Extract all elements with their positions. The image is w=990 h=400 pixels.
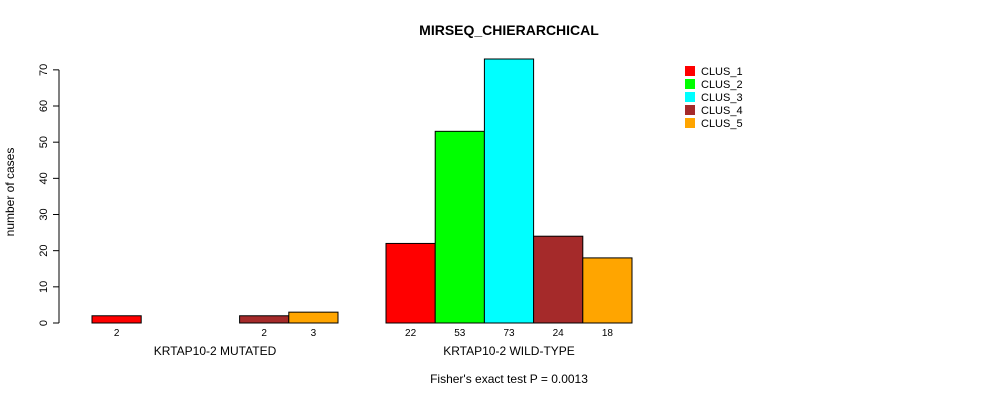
bar-value-label: 73 bbox=[503, 328, 515, 339]
y-tick-label: 70 bbox=[38, 64, 50, 76]
legend-swatch bbox=[685, 79, 695, 89]
bar-clus-1-group-1 bbox=[91, 315, 142, 324]
legend-label: CLUS_4 bbox=[701, 105, 743, 117]
y-tick-label: 20 bbox=[38, 245, 50, 257]
legend-swatch bbox=[685, 66, 695, 76]
bar-value-label: 3 bbox=[311, 328, 317, 339]
fisher-test-footnote: Fisher's exact test P = 0.0013 bbox=[430, 372, 588, 386]
y-tick-label: 60 bbox=[38, 100, 50, 112]
legend-swatch bbox=[685, 92, 695, 102]
legend-label: CLUS_2 bbox=[701, 79, 743, 91]
bar-clus-2-group-2 bbox=[434, 130, 485, 324]
bar-clus-4-group-2 bbox=[533, 235, 584, 324]
bar-clus-5-group-1 bbox=[288, 311, 339, 324]
chart-title: MIRSEQ_CHIERARCHICAL bbox=[419, 22, 599, 38]
legend-label: CLUS_5 bbox=[701, 118, 743, 130]
bar-clus-3-group-2 bbox=[483, 58, 535, 324]
y-tick-label: 10 bbox=[38, 281, 50, 293]
legend-label: CLUS_1 bbox=[701, 66, 743, 78]
bar-value-label: 24 bbox=[553, 328, 565, 339]
bar-clus-4-group-1 bbox=[239, 315, 290, 324]
bar-value-label: 18 bbox=[602, 328, 614, 339]
group-label: KRTAP10-2 WILD-TYPE bbox=[443, 344, 575, 358]
y-axis-label: number of cases bbox=[3, 148, 17, 237]
bar-clus-5-group-2 bbox=[582, 257, 633, 324]
group-labels: KRTAP10-2 MUTATED KRTAP10-2 WILD-TYPE bbox=[154, 344, 575, 358]
legend-swatch bbox=[685, 118, 695, 128]
y-tick-label: 30 bbox=[38, 208, 50, 220]
bar-value-label: 22 bbox=[405, 328, 417, 339]
bar-value-labels: 2 2 3 22 53 73 24 18 bbox=[114, 328, 614, 339]
bar-value-label: 53 bbox=[454, 328, 466, 339]
group-label: KRTAP10-2 MUTATED bbox=[154, 344, 277, 358]
y-tick-label: 0 bbox=[38, 320, 50, 326]
bar-clus-1-group-2 bbox=[385, 242, 436, 324]
bar-value-label: 2 bbox=[114, 328, 120, 339]
legend-swatch bbox=[685, 105, 695, 115]
bar-value-label: 2 bbox=[261, 328, 267, 339]
y-tick-label: 50 bbox=[38, 136, 50, 148]
y-axis: 0 10 20 30 40 50 60 70 bbox=[38, 64, 60, 326]
bars bbox=[91, 58, 633, 324]
legend-label: CLUS_3 bbox=[701, 92, 743, 104]
y-tick-label: 40 bbox=[38, 172, 50, 184]
